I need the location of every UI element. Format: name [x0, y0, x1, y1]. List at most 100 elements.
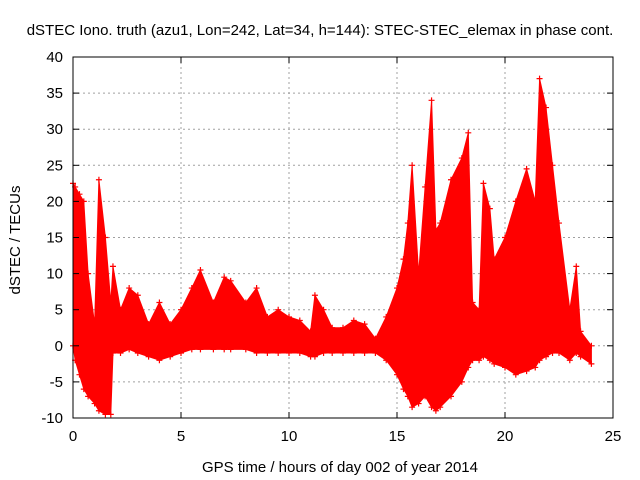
data-point	[400, 256, 407, 263]
data-point	[109, 263, 116, 270]
data-point	[210, 299, 217, 306]
data-point	[437, 404, 444, 411]
x-tick-label: 0	[69, 428, 77, 445]
data-point	[221, 346, 228, 353]
y-tick-label: 40	[46, 49, 63, 66]
data-point	[85, 270, 92, 277]
data-point	[221, 274, 228, 281]
data-point	[320, 350, 327, 357]
data-point	[311, 292, 318, 299]
data-point	[242, 299, 249, 306]
data-point	[469, 299, 476, 306]
data-point	[486, 357, 493, 364]
y-tick-label: 15	[46, 230, 63, 247]
data-point	[264, 350, 271, 357]
data-point	[432, 407, 439, 414]
y-tick-label: -10	[41, 410, 63, 427]
data-point	[566, 306, 573, 313]
data-point	[167, 321, 174, 328]
data-point	[404, 220, 411, 227]
data-point	[512, 198, 519, 205]
data-point	[286, 350, 292, 357]
data-point	[286, 313, 292, 320]
data-point	[109, 350, 116, 357]
data-point	[549, 350, 556, 357]
data-point	[409, 162, 416, 169]
data-point	[502, 234, 508, 241]
y-tick-label: 5	[55, 302, 63, 319]
y-axis-label: dSTEC / TECUs	[7, 186, 24, 295]
x-tick-label: 10	[281, 428, 298, 445]
data-point	[134, 350, 141, 357]
x-axis-label: GPS time / hours of day 002 of year 2014	[202, 459, 478, 476]
data-point	[350, 317, 357, 324]
data-point	[532, 364, 539, 371]
x-tick-label: 15	[389, 428, 406, 445]
data-point	[523, 165, 530, 172]
data-point	[372, 350, 379, 357]
y-tick-label: 35	[46, 85, 63, 102]
data-point	[76, 191, 83, 198]
data-point	[145, 353, 152, 360]
data-point	[432, 227, 439, 234]
data-point	[383, 357, 390, 364]
data-point	[566, 357, 573, 364]
y-tick-label: -5	[50, 374, 63, 391]
x-tick-label: 20	[497, 428, 514, 445]
data-point	[311, 353, 318, 360]
data-point	[549, 162, 556, 169]
data-point	[486, 205, 493, 212]
data-point	[422, 183, 429, 190]
x-tick-label: 25	[605, 428, 622, 445]
data-point	[512, 371, 519, 378]
data-point	[340, 350, 346, 357]
data-point	[458, 155, 465, 162]
data-point	[465, 364, 472, 371]
data-point	[227, 346, 234, 353]
data-point	[91, 400, 98, 407]
data-point	[80, 386, 87, 393]
data-point	[400, 386, 407, 393]
data-point	[253, 285, 260, 292]
data-point	[85, 393, 92, 400]
data-point	[188, 346, 195, 353]
data-point	[340, 324, 346, 331]
data-point	[361, 350, 368, 357]
data-point	[102, 234, 109, 241]
data-point	[156, 357, 163, 364]
data-point	[253, 350, 260, 357]
data-point	[329, 324, 336, 331]
data-point	[491, 360, 498, 367]
data-point	[394, 371, 400, 378]
data-point	[577, 353, 584, 360]
data-point	[264, 313, 271, 320]
data-point	[107, 411, 114, 418]
data-point	[102, 411, 109, 418]
data-point	[469, 357, 476, 364]
data-point	[197, 266, 204, 273]
data-point	[383, 313, 390, 320]
data-point	[329, 350, 336, 357]
data-point	[296, 350, 303, 357]
data-point	[437, 220, 444, 227]
data-point	[350, 350, 357, 357]
data-point	[107, 299, 114, 306]
data-point	[523, 368, 530, 375]
data-point	[428, 404, 435, 411]
data-point	[210, 346, 217, 353]
data-point	[372, 335, 379, 342]
data-point	[156, 299, 163, 306]
chart-title: dSTEC Iono. truth (azu1, Lon=242, Lat=34…	[27, 22, 614, 39]
data-point	[117, 306, 124, 313]
x-tick-label: 5	[177, 428, 185, 445]
data-point	[532, 198, 539, 205]
data-point	[543, 104, 550, 111]
data-point	[361, 321, 368, 328]
y-tick-label: 10	[46, 266, 63, 283]
y-tick-label: 25	[46, 157, 63, 174]
data-point	[95, 176, 102, 183]
data-point	[126, 285, 133, 292]
y-tick-label: 20	[46, 193, 63, 210]
data-point	[422, 393, 429, 400]
